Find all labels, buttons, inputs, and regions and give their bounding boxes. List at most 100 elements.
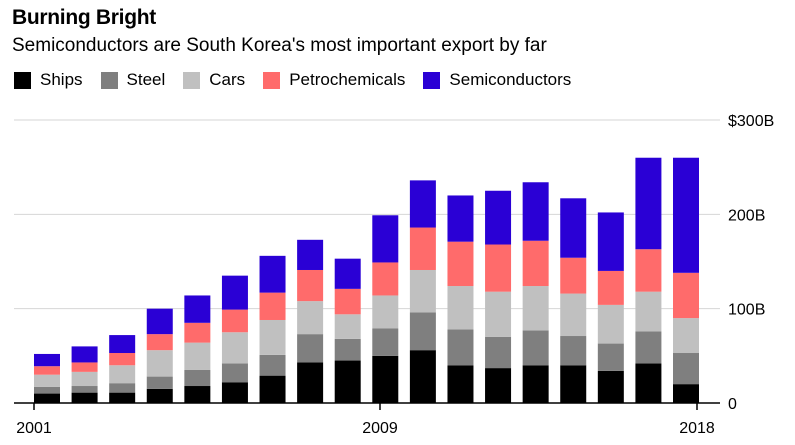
bar-segment-semiconductors [485, 190, 512, 245]
bar-segment-semiconductors [673, 157, 699, 273]
bar-segment-steel [635, 331, 662, 364]
bar-segment-cars [184, 342, 211, 370]
bar-segment-steel [146, 376, 173, 389]
bar-segment-steel [522, 330, 549, 366]
bar-segment-ships [334, 360, 361, 403]
bar-segment-semiconductors [71, 346, 98, 363]
bar-segment-cars [334, 314, 361, 339]
bar-segment-cars [259, 319, 286, 355]
bar-segment-petrochemicals [635, 249, 662, 292]
bar-segment-steel [447, 329, 474, 366]
bar-segment-semiconductors [221, 275, 248, 310]
bar-segment-ships [673, 384, 699, 403]
legend-label-steel: Steel [126, 70, 166, 89]
legend-label-cars: Cars [209, 70, 246, 89]
bar-segment-petrochemicals [34, 366, 60, 375]
bar-segment-petrochemicals [334, 288, 361, 315]
bar-segment-petrochemicals [673, 272, 699, 319]
bar-segment-cars [560, 293, 587, 337]
bar-segment-ships [297, 362, 324, 403]
bar-segment-steel [372, 328, 399, 356]
bar-segment-semiconductors [522, 182, 549, 241]
legend-label-semiconductors: Semiconductors [449, 70, 572, 89]
bar-segment-semiconductors [109, 335, 136, 354]
bar-segment-steel [673, 353, 699, 385]
bar-segment-steel [71, 386, 98, 393]
bar-segment-steel [259, 354, 286, 376]
bar-segment-semiconductors [560, 198, 587, 258]
bar-segment-cars [409, 269, 436, 313]
chart-title: Burning Bright [12, 6, 156, 29]
bar-segment-petrochemicals [146, 334, 173, 351]
bar-segment-ships [560, 365, 587, 403]
legend-item-cars: Cars [183, 70, 245, 90]
legend-label-ships: Ships [40, 70, 83, 89]
bar-segment-ships [597, 370, 624, 403]
bar-segment-petrochemicals [297, 269, 324, 302]
bar-segment-steel [485, 336, 512, 369]
bar-segment-cars [146, 350, 173, 377]
bar-segment-steel [334, 338, 361, 361]
bar-segment-petrochemicals [259, 292, 286, 320]
legend-swatch-semiconductors [423, 71, 441, 89]
bar-segment-cars [372, 295, 399, 329]
bar-segment-ships [221, 382, 248, 403]
legend-item-steel: Steel [100, 70, 166, 90]
bar-segment-ships [184, 386, 211, 403]
bar-segment-semiconductors [409, 180, 436, 228]
bar-segment-steel [109, 383, 136, 393]
y-tick-label: $300B [728, 113, 774, 130]
legend-item-ships: Ships [14, 70, 83, 90]
bar-segment-steel [297, 334, 324, 363]
bar-segment-petrochemicals [485, 244, 512, 292]
x-tick-label: 2018 [679, 420, 715, 437]
x-tick-label: 2001 [16, 420, 52, 437]
bar-segment-petrochemicals [560, 257, 587, 294]
y-tick-label: 200B [728, 207, 765, 224]
bar-segment-petrochemicals [522, 240, 549, 287]
bar-segment-semiconductors [447, 195, 474, 242]
bar-segment-cars [447, 286, 474, 330]
bar-segment-cars [522, 286, 549, 331]
bar-segment-cars [485, 291, 512, 337]
bar-segment-ships [259, 375, 286, 403]
bar-segment-steel [184, 369, 211, 387]
bar-segment-steel [409, 312, 436, 351]
bar-segment-ships [34, 393, 60, 403]
bar-segment-cars [597, 304, 624, 344]
bar-segment-semiconductors [146, 308, 173, 335]
bar-segment-petrochemicals [109, 353, 136, 366]
bar-segment-semiconductors [334, 258, 361, 289]
y-tick-label: 100B [728, 302, 765, 319]
bar-segment-cars [673, 318, 699, 354]
bar-segment-petrochemicals [409, 227, 436, 270]
bar-segment-ships [485, 368, 512, 403]
bar-segment-steel [560, 336, 587, 366]
bar-segment-petrochemicals [447, 241, 474, 287]
bar-segment-steel [34, 386, 60, 394]
bar-segment-ships [447, 365, 474, 403]
bar-segment-cars [71, 371, 98, 387]
bar-segment-ships [109, 392, 136, 403]
legend-label-petrochemicals: Petrochemicals [289, 70, 406, 89]
bar-segment-ships [409, 350, 436, 403]
bar-segment-petrochemicals [71, 362, 98, 372]
bar-segment-petrochemicals [597, 270, 624, 305]
legend: Ships Steel Cars Petrochemicals Semicond… [14, 70, 589, 90]
bar-segment-ships [372, 355, 399, 403]
bar-segment-ships [522, 365, 549, 403]
bar-segment-cars [221, 332, 248, 364]
legend-item-petrochemicals: Petrochemicals [263, 70, 405, 90]
bar-segment-semiconductors [184, 295, 211, 323]
bar-segment-cars [635, 291, 662, 332]
legend-swatch-steel [100, 71, 118, 89]
legend-item-semiconductors: Semiconductors [423, 70, 571, 90]
y-tick-label: 0 [728, 396, 737, 413]
legend-swatch-ships [14, 71, 31, 89]
bar-segment-petrochemicals [221, 309, 248, 333]
bar-segment-semiconductors [259, 255, 286, 293]
x-tick-label: 2009 [362, 420, 398, 437]
bar-segment-steel [221, 363, 248, 383]
bar-segment-semiconductors [34, 353, 60, 367]
